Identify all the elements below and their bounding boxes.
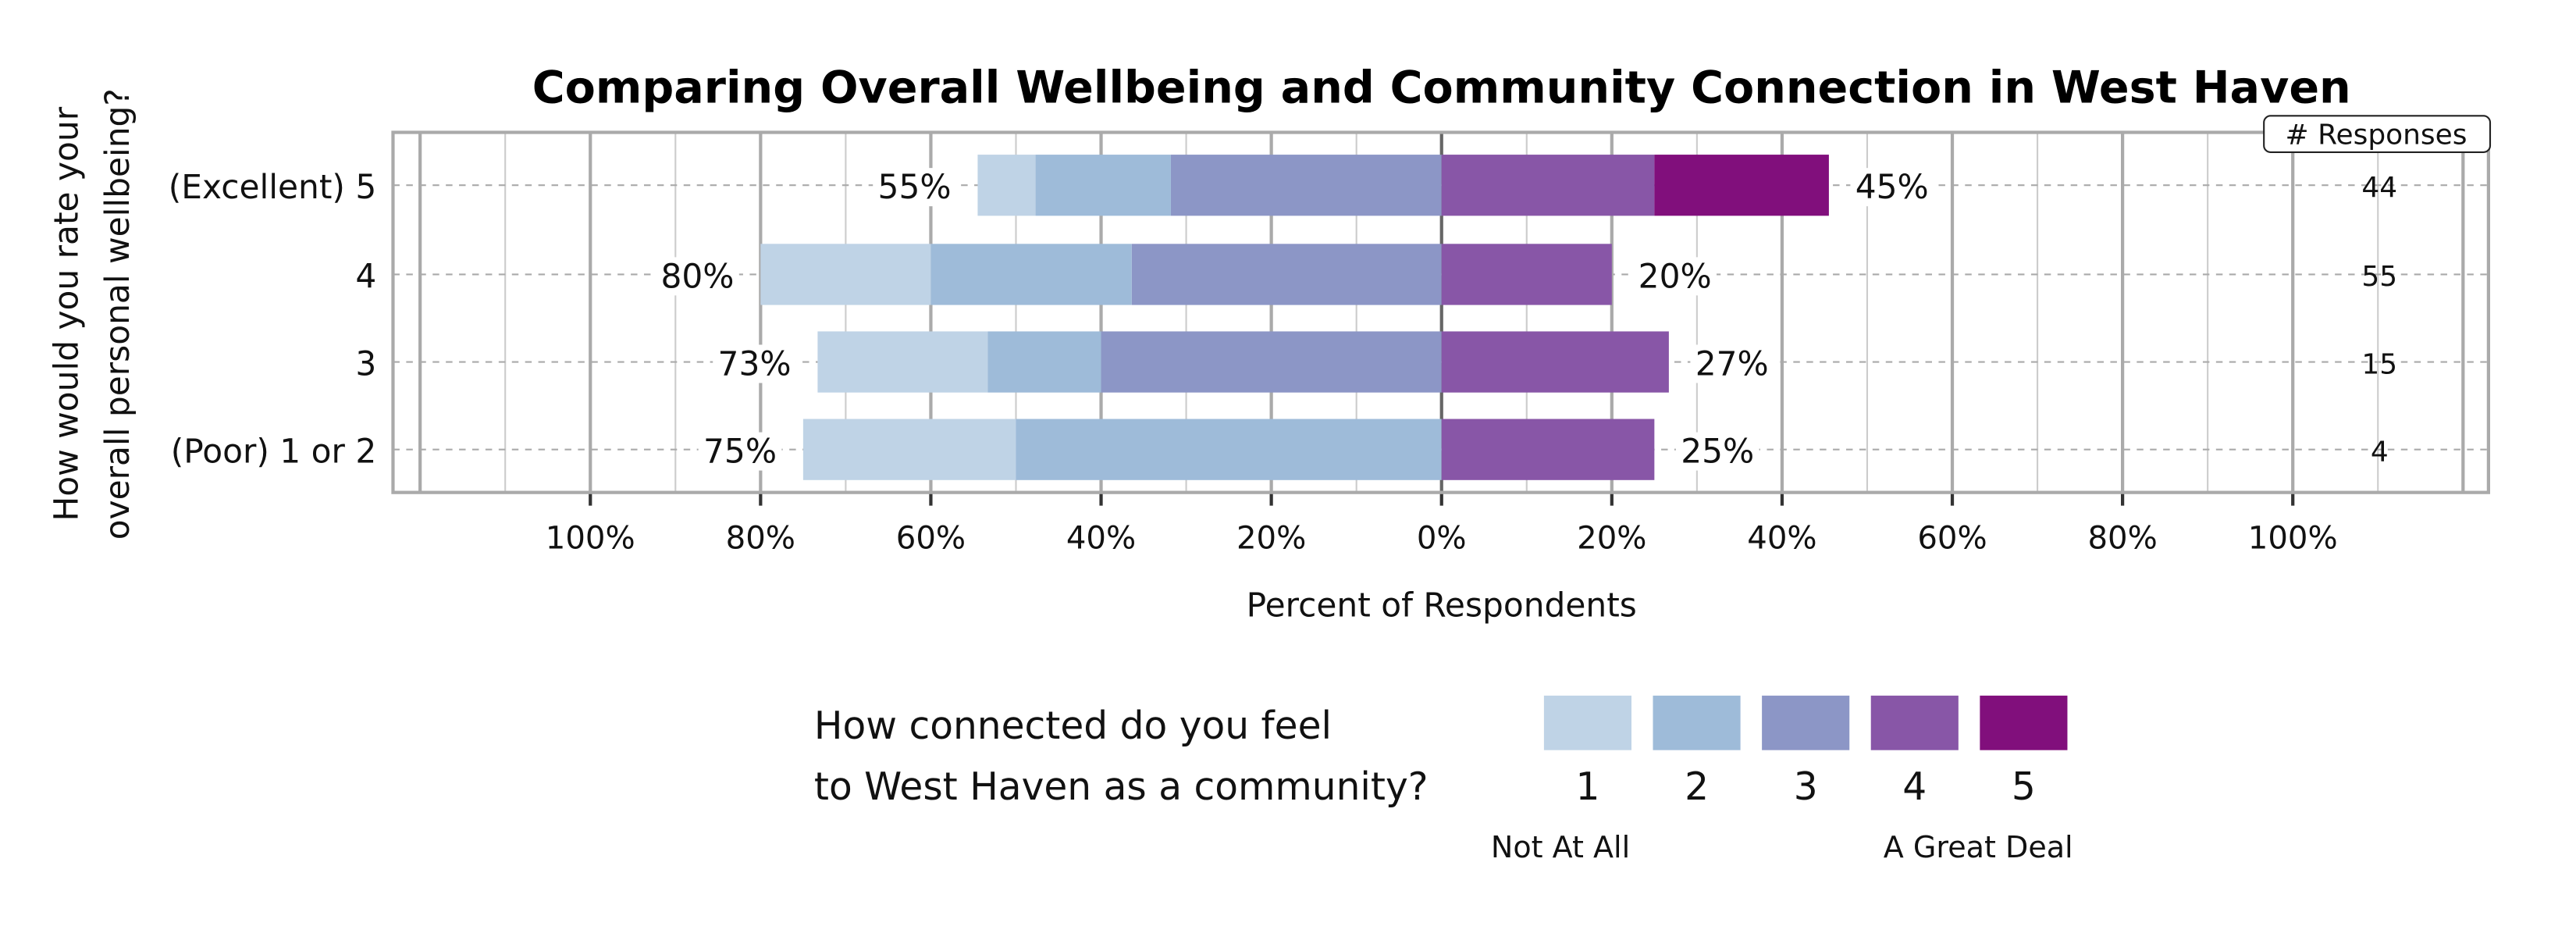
- x-axis-title: Percent of Respondents: [1247, 586, 1637, 624]
- x-tick-label: 60%: [1917, 521, 1987, 557]
- bar-segment-1: [817, 331, 988, 393]
- label-background: [656, 257, 739, 296]
- response-count: 55: [2361, 261, 2397, 293]
- legend-swatch-3: [1762, 695, 1850, 750]
- y-axis-title-line2: overall personal wellbeing?: [98, 88, 137, 540]
- legend-label-5: 5: [2012, 765, 2036, 809]
- chart-title: Comparing Overall Wellbeing and Communit…: [532, 62, 2351, 113]
- label-background: [1850, 168, 1934, 207]
- label-background: [1675, 432, 1759, 471]
- response-count: 44: [2361, 172, 2397, 204]
- y-tick-label: (Poor) 1 or 2: [171, 433, 377, 471]
- x-tick-label: 80%: [726, 521, 795, 557]
- x-tick-label: 100%: [546, 521, 635, 557]
- bar-segment-2: [1016, 419, 1442, 480]
- legend-label-1: 1: [1575, 765, 1599, 809]
- legend: How connected do you feel to West Haven …: [814, 695, 2073, 864]
- plot-frame: [391, 130, 2490, 494]
- right-total-label: 27%: [1695, 344, 1769, 383]
- right-total-label: 45%: [1856, 168, 1929, 206]
- response-count: 15: [2361, 348, 2397, 380]
- label-background: [873, 168, 956, 207]
- legend-title-line1: How connected do you feel: [814, 704, 1332, 748]
- x-tick-label: 40%: [1747, 521, 1816, 557]
- bar-segment-3: [1131, 244, 1442, 305]
- label-background: [1690, 344, 1774, 383]
- legend-swatch-4: [1870, 695, 1959, 750]
- bar-segment-4: [1441, 419, 1655, 480]
- legend-title-line2: to West Haven as a community?: [814, 765, 1429, 809]
- bar-segment-4: [1441, 155, 1655, 216]
- legend-high-label: A Great Deal: [1884, 830, 2073, 864]
- legend-swatch-2: [1653, 695, 1741, 750]
- legend-swatch-1: [1543, 695, 1631, 750]
- bar-segment-5: [1654, 155, 1829, 216]
- y-axis-title-line1: How would you rate your: [47, 106, 85, 521]
- labels: 55% 45% (Excellent) 5 44 80% 20% 4 55 73% 27% 3 15 7…: [169, 168, 2397, 471]
- bar-segment-2: [1035, 155, 1171, 216]
- legend-label-2: 2: [1685, 765, 1709, 809]
- x-tick-label: 20%: [1236, 521, 1306, 557]
- bar-segment-4: [1441, 331, 1669, 393]
- bar-segment-4: [1441, 244, 1612, 305]
- left-total-label: 55%: [878, 168, 952, 206]
- bars: [760, 155, 1829, 480]
- left-total-label: 73%: [718, 344, 792, 383]
- response-count: 4: [2371, 436, 2389, 468]
- legend-label-4: 4: [1902, 765, 1927, 809]
- x-tick-label: 20%: [1577, 521, 1646, 557]
- y-tick-label: 3: [355, 344, 376, 383]
- x-tick-label: 80%: [2087, 521, 2157, 557]
- label-background: [1633, 257, 1717, 296]
- x-tick-label: 100%: [2248, 521, 2338, 557]
- bar-segment-2: [930, 244, 1132, 305]
- y-tick-label: 4: [355, 257, 376, 295]
- x-tick-label: 40%: [1066, 521, 1136, 557]
- left-total-label: 80%: [660, 257, 734, 295]
- right-total-label: 20%: [1638, 257, 1712, 295]
- bar-segment-1: [977, 155, 1036, 216]
- left-total-label: 75%: [703, 433, 777, 471]
- bar-segment-1: [760, 244, 931, 305]
- legend-low-label: Not At All: [1491, 830, 1630, 864]
- legend-swatch-5: [1980, 695, 2068, 750]
- count-header-box: [2263, 115, 2492, 153]
- count-header: # Responses: [2286, 119, 2467, 151]
- x-tick-label: 60%: [896, 521, 966, 557]
- bar-segment-3: [1170, 155, 1442, 216]
- right-total-label: 25%: [1681, 433, 1754, 471]
- legend-label-3: 3: [1794, 765, 1818, 809]
- y-tick-label: (Excellent) 5: [169, 168, 377, 206]
- x-tick-label: 0%: [1417, 521, 1467, 557]
- bar-segment-1: [802, 419, 1016, 480]
- label-background: [698, 432, 782, 471]
- label-background: [713, 344, 796, 383]
- bar-segment-3: [1101, 331, 1442, 393]
- bar-segment-2: [987, 331, 1101, 393]
